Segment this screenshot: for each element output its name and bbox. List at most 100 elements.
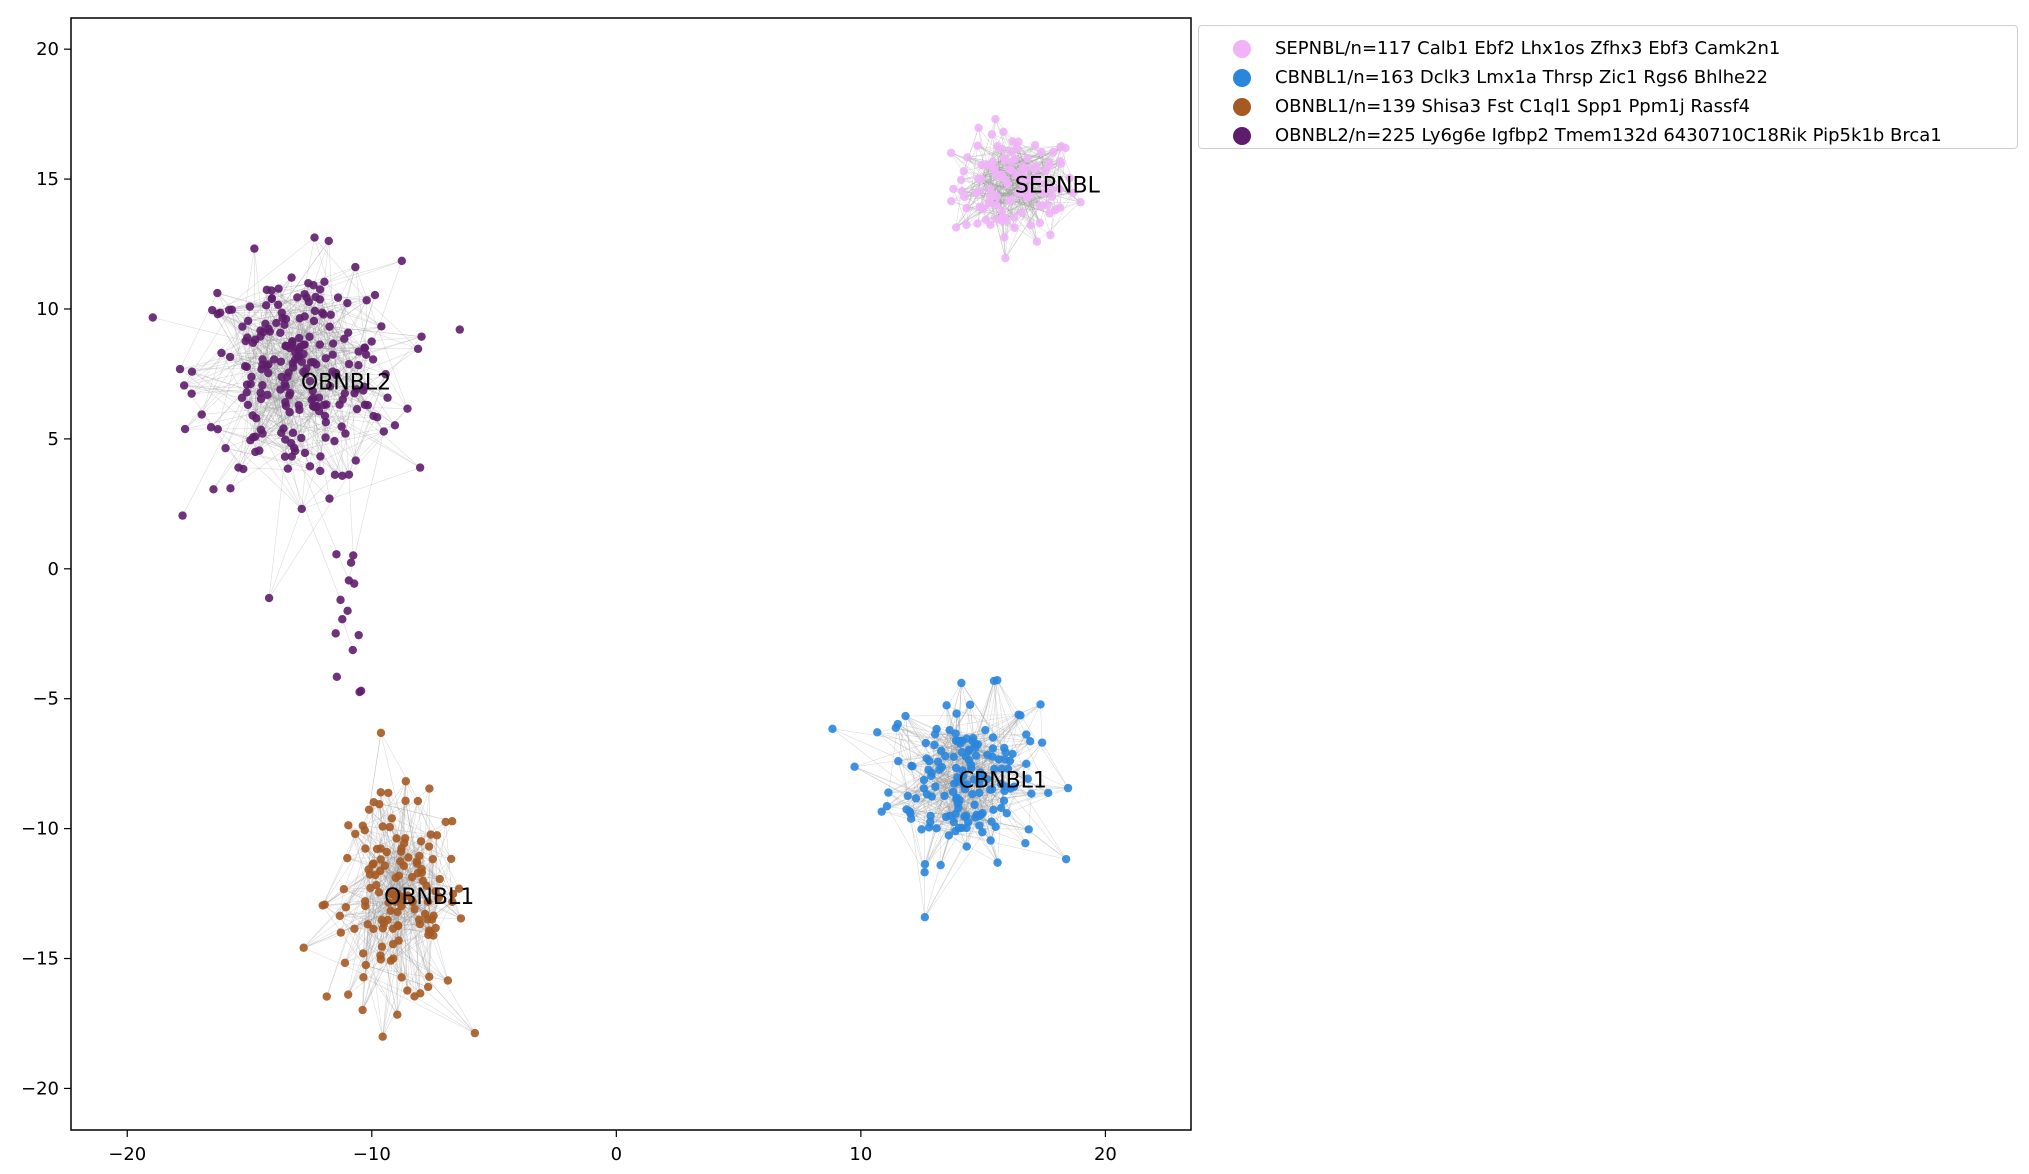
data-point <box>256 394 266 404</box>
graph-edge <box>301 474 336 510</box>
data-point <box>447 817 457 826</box>
legend-entry: SEPNBL/n=117 Calb1 Ebf2 Lhx1os Zfhx3 Ebf… <box>1199 34 2017 63</box>
graph-edge <box>271 260 402 299</box>
data-point <box>1005 756 1015 766</box>
data-point <box>335 911 345 921</box>
graph-edge <box>979 191 1005 238</box>
graph-edge <box>414 924 421 997</box>
data-point <box>376 844 386 853</box>
graph-edge <box>1041 742 1069 789</box>
graph-edge <box>262 364 295 449</box>
graph-edge <box>967 680 995 823</box>
data-point <box>328 350 337 359</box>
data-point <box>224 305 234 315</box>
y-tick-label: 20 <box>36 39 59 60</box>
data-point <box>175 364 185 374</box>
data-point <box>951 736 960 745</box>
graph-edge <box>348 958 394 995</box>
data-point <box>310 306 320 316</box>
data-point <box>922 754 931 763</box>
graph-edge <box>319 289 374 417</box>
graph-edge <box>247 320 252 377</box>
data-point <box>894 757 903 766</box>
graph-edge <box>380 792 394 894</box>
graph-edge <box>281 294 376 314</box>
graph-edge <box>396 838 454 895</box>
data-point <box>401 796 410 806</box>
graph-edge <box>888 792 956 832</box>
graph-edge <box>348 405 369 475</box>
legend-label: OBNBL2/n=225 Ly6g6e Igfbp2 Tmem132d 6430… <box>1275 125 1942 146</box>
graph-edge <box>250 337 300 441</box>
data-point <box>431 923 440 933</box>
graph-edge <box>368 809 396 878</box>
graph-edge <box>339 889 345 916</box>
graph-edge <box>390 919 420 961</box>
graph-edge <box>390 901 453 961</box>
data-point <box>994 755 1004 764</box>
graph-edge <box>981 164 1006 259</box>
graph-edge <box>401 848 429 988</box>
graph-edge <box>1006 220 1038 242</box>
graph-edge <box>427 901 462 919</box>
graph-edge <box>367 892 380 925</box>
graph-edge <box>924 828 937 865</box>
graph-edge <box>398 900 413 941</box>
graph-edge <box>923 780 926 918</box>
graph-edge <box>212 309 247 368</box>
graph-edge <box>343 792 382 890</box>
data-point <box>377 322 386 331</box>
data-point <box>287 452 297 461</box>
graph-edge <box>339 915 461 919</box>
data-point <box>376 728 386 738</box>
data-point <box>350 924 359 933</box>
graph-edge <box>184 385 327 405</box>
graph-edge <box>975 192 1028 199</box>
graph-edge <box>989 197 1006 259</box>
data-point <box>321 417 331 427</box>
graph-edge <box>325 347 365 423</box>
data-point <box>1030 140 1040 150</box>
graph-edge <box>238 337 300 468</box>
data-point <box>1009 782 1019 791</box>
data-point <box>291 348 300 357</box>
data-point <box>258 381 267 390</box>
graph-edge <box>966 179 982 225</box>
data-point <box>978 828 987 837</box>
data-point <box>281 314 291 324</box>
data-point <box>1008 137 1017 146</box>
cluster-labels: SEPNBL CBNBL1 OBNBL1 OBNBL2 <box>301 173 1101 910</box>
data-point <box>435 874 444 884</box>
graph-edge <box>368 732 382 810</box>
data-point <box>217 348 226 358</box>
graph-edge <box>991 759 1006 790</box>
data-point <box>384 898 393 907</box>
data-point <box>1047 185 1056 194</box>
data-point <box>350 389 359 398</box>
data-point <box>351 456 360 465</box>
graph-edge <box>152 317 246 342</box>
data-point <box>1027 190 1036 199</box>
graph-edge <box>265 323 320 345</box>
data-point <box>1017 208 1026 218</box>
graph-edge <box>363 300 367 387</box>
graph-edge <box>367 374 386 406</box>
graph-edge <box>905 715 957 798</box>
graph-edge <box>936 827 991 841</box>
graph-edge <box>345 433 350 475</box>
data-point <box>339 884 349 894</box>
graph-edge <box>347 838 397 859</box>
graph-edge <box>313 267 356 407</box>
graph-edge <box>962 770 1032 794</box>
graph-edge <box>888 756 967 793</box>
data-point <box>305 377 315 386</box>
graph-edge <box>1004 178 1029 238</box>
graph-edge <box>905 714 1019 717</box>
graph-edge <box>940 704 971 752</box>
data-point <box>962 842 971 851</box>
data-point <box>955 795 964 805</box>
data-point <box>951 809 960 818</box>
graph-edge <box>368 809 420 857</box>
graph-edge <box>981 178 1012 201</box>
graph-edge <box>299 318 331 387</box>
